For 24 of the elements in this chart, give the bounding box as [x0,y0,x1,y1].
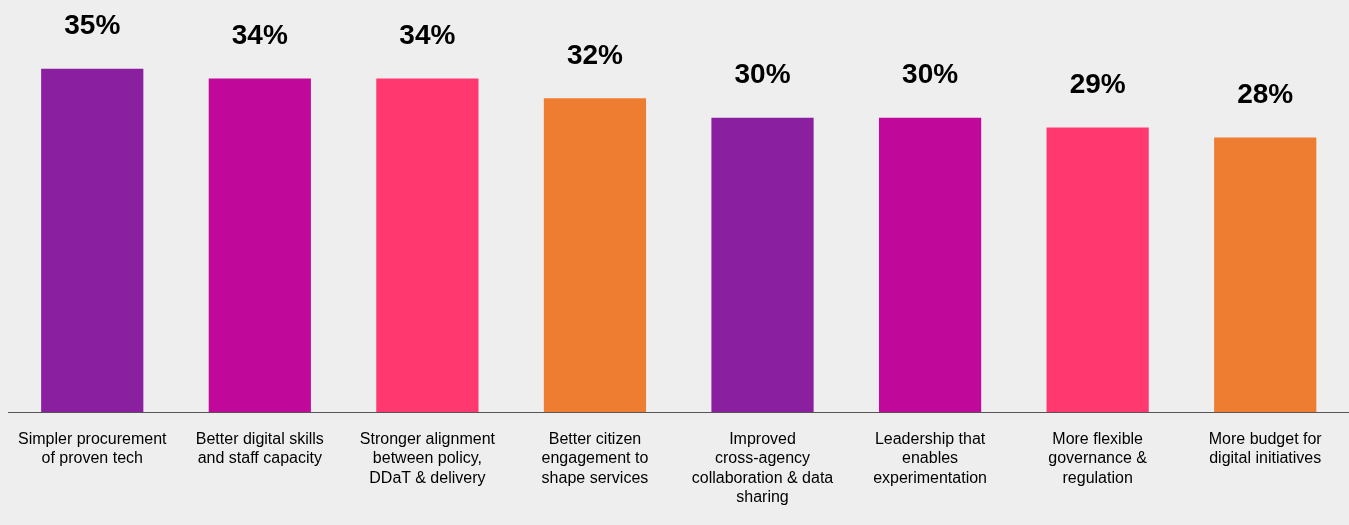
bar [543,98,647,413]
x-tick-label: Simpler procurement of proven tech [18,430,168,467]
x-tick-label: Stronger alignment between policy, DDaT & delivery [359,430,496,486]
data-label: 29% [1069,68,1126,100]
x-tick-label: Improved cross-agency collaboration & data sharing [691,430,834,505]
data-label: 28% [1237,78,1294,110]
bar [878,117,982,413]
x-tick-label: More budget for digital initiatives [1208,430,1323,467]
x-tick-label: Leadership that enables experimentation [873,430,988,486]
data-label: 30% [902,58,959,90]
bar [41,68,144,413]
bar [711,117,814,413]
bar [1214,137,1317,413]
data-label: 30% [734,58,791,90]
data-label: 34% [399,19,456,51]
bar [376,78,479,413]
x-tick-label: Better citizen engagement to shape services [541,430,649,486]
bar [208,78,311,413]
data-label: 32% [566,38,624,70]
data-label: 34% [231,19,288,51]
x-tick-label: More flexible governance & regulation [1048,430,1148,486]
bar [1046,127,1149,413]
x-tick-label: Better digital skills and staff capacity [195,430,324,467]
data-label: 35% [64,9,121,41]
